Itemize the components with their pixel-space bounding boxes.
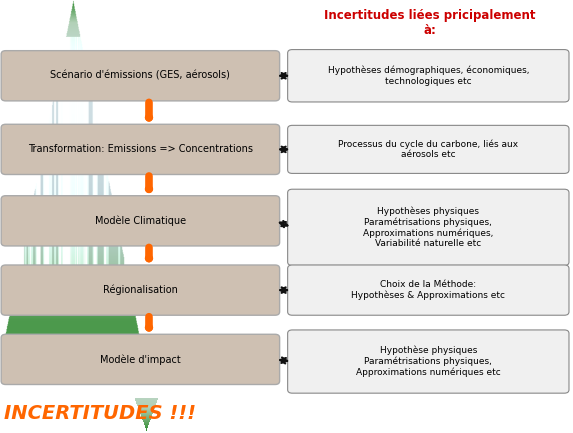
- FancyBboxPatch shape: [1, 51, 280, 101]
- Text: Transformation: Emissions => Concentrations: Transformation: Emissions => Concentrati…: [28, 144, 253, 155]
- FancyBboxPatch shape: [1, 196, 280, 246]
- Text: Incertitudes liées pricipalement
à:: Incertitudes liées pricipalement à:: [324, 9, 536, 37]
- Text: Hypothèses démographiques, économiques,
technologiques etc: Hypothèses démographiques, économiques, …: [328, 66, 529, 86]
- FancyBboxPatch shape: [1, 334, 280, 385]
- Text: Hypothèses physiques
Paramétrisations physiques,
Approximations numériques,
Vari: Hypothèses physiques Paramétrisations ph…: [363, 207, 493, 248]
- FancyBboxPatch shape: [288, 330, 569, 393]
- Text: Modèle d'impact: Modèle d'impact: [100, 354, 180, 365]
- Text: INCERTITUDES !!!: INCERTITUDES !!!: [4, 404, 197, 423]
- FancyBboxPatch shape: [288, 189, 569, 265]
- Text: Processus du cycle du carbone, liés aux
aérosols etc: Processus du cycle du carbone, liés aux …: [338, 139, 519, 159]
- FancyBboxPatch shape: [288, 50, 569, 102]
- Text: Modèle Climatique: Modèle Climatique: [95, 216, 186, 226]
- FancyBboxPatch shape: [1, 265, 280, 315]
- FancyBboxPatch shape: [1, 124, 280, 174]
- Text: Régionalisation: Régionalisation: [103, 285, 178, 295]
- FancyBboxPatch shape: [288, 265, 569, 315]
- Text: Hypothèse physiques
Paramétrisations physiques,
Approximations numériques etc: Hypothèse physiques Paramétrisations phy…: [356, 346, 501, 377]
- FancyBboxPatch shape: [288, 126, 569, 173]
- Text: Choix de la Méthode:
Hypothèses & Approximations etc: Choix de la Méthode: Hypothèses & Approx…: [351, 280, 505, 300]
- Text: Scénario d'émissions (GES, aérosols): Scénario d'émissions (GES, aérosols): [50, 71, 230, 81]
